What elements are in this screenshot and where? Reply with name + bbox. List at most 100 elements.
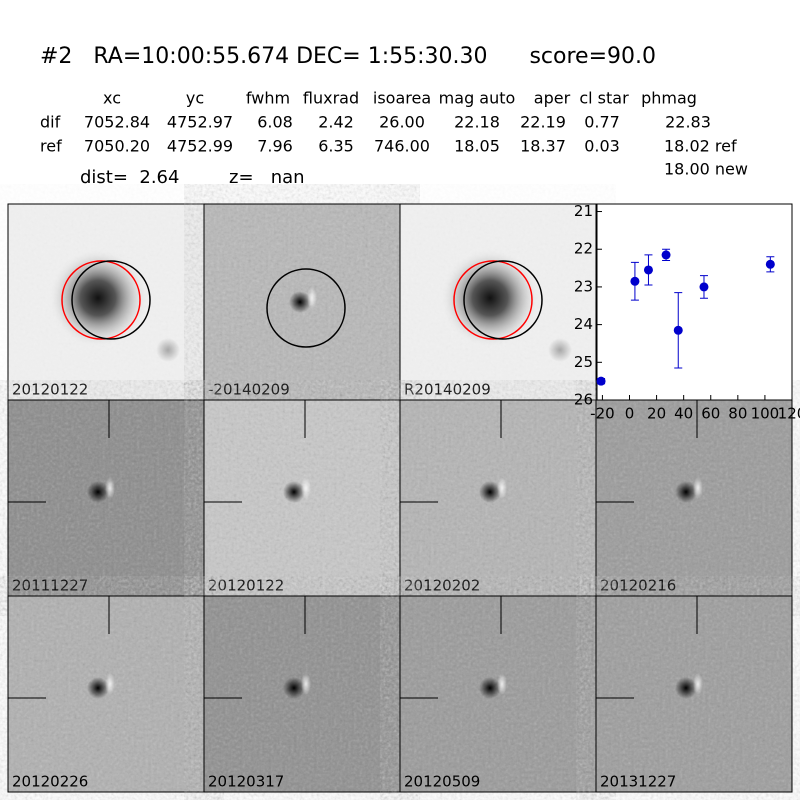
cell: 6.35: [318, 137, 354, 156]
image-panel: -20140209: [203, 203, 401, 401]
image-panel: 20111227: [7, 399, 205, 597]
x-tick-label: 0: [625, 405, 635, 423]
x-tick-label: 20: [647, 405, 666, 423]
panel-label: 20131227: [600, 773, 676, 791]
x-tick-label: 60: [701, 405, 720, 423]
source: [675, 677, 697, 699]
panel-label: 20120122: [208, 577, 284, 595]
point: [673, 325, 683, 335]
faint-source: [156, 338, 180, 362]
ref-circle: [453, 260, 533, 340]
cell: 22.83: [665, 113, 711, 132]
column-header: xc: [103, 89, 121, 108]
x-tick-label: -20: [590, 405, 615, 423]
x-tick-label: 80: [728, 405, 747, 423]
column-header: isoarea: [373, 89, 431, 108]
residual: [301, 673, 311, 695]
point: [630, 276, 640, 286]
residual: [105, 673, 115, 695]
residual: [693, 673, 703, 695]
image-panel: 20131227: [595, 595, 793, 793]
table-extra: 18.00 new: [664, 160, 748, 179]
column-header: fwhm: [246, 89, 290, 108]
panel-label: 20120317: [208, 773, 284, 791]
x-tick-label: 40: [674, 405, 693, 423]
cell: 0.77: [584, 113, 620, 132]
source: [289, 291, 311, 313]
panels: 20120122 -20140209 R20140209 20111227 201201…: [7, 203, 793, 793]
panel-label: 20120509: [404, 773, 480, 791]
source: [283, 481, 305, 503]
column-header: phmag: [641, 89, 697, 108]
panel-label: -20140209: [208, 381, 290, 399]
cell: 7052.84: [84, 113, 150, 132]
y-tick-label: 25: [574, 353, 593, 371]
cell: 26.00: [379, 113, 425, 132]
panel-label: R20140209: [404, 381, 491, 399]
cell: 18.02 ref: [664, 137, 737, 156]
cell: 22.19: [520, 113, 566, 132]
point: [661, 250, 671, 260]
image-panel: 20120317: [203, 595, 401, 793]
image-panel: 20120509: [399, 595, 597, 793]
image-panel: 20120202: [399, 399, 597, 597]
point: [643, 265, 653, 275]
y-tick-label: 22: [574, 240, 593, 258]
image-panel: 20120122: [7, 203, 205, 401]
cell: 4752.99: [167, 137, 233, 156]
light-curve: 21 22 23 24 25 26-20 0 20 40 60 80100120: [574, 202, 800, 422]
residual: [307, 287, 317, 309]
image-panel: 20120226: [7, 595, 205, 793]
residual: [497, 477, 507, 499]
title: #2 RA=10:00:55.674 DEC= 1:55:30.30 score…: [40, 44, 656, 69]
source: [479, 677, 501, 699]
z: z= nan: [229, 167, 305, 188]
dist: dist= 2.64: [80, 167, 179, 188]
x-tick-label: 100: [751, 405, 780, 423]
residual: [105, 477, 115, 499]
residual: [301, 477, 311, 499]
panel-label: 20120122: [12, 381, 88, 399]
column-header: mag auto: [439, 89, 516, 108]
cell: 22.18: [454, 113, 500, 132]
point: [596, 376, 606, 386]
y-tick-label: 21: [574, 202, 593, 220]
y-tick-label: 24: [574, 315, 593, 333]
source: [479, 481, 501, 503]
column-header: aper: [534, 89, 571, 108]
dif-circle: [71, 260, 151, 340]
panel-label: 20120226: [12, 773, 88, 791]
row-label: ref: [40, 137, 62, 156]
residual: [693, 477, 703, 499]
cell: 7.96: [257, 137, 293, 156]
cell: 2.42: [318, 113, 354, 132]
panel-label: 20120202: [404, 577, 480, 595]
dif-circle: [463, 260, 543, 340]
point: [765, 259, 775, 269]
column-header: fluxrad: [303, 89, 359, 108]
source: [675, 481, 697, 503]
cell: 6.08: [257, 113, 293, 132]
dif-circle: [266, 268, 346, 348]
cell: 4752.97: [167, 113, 233, 132]
cell: 7050.20: [84, 137, 150, 156]
y-tick-label: 23: [574, 277, 593, 295]
panel-label: 20111227: [12, 577, 88, 595]
table: xc yc fwhm fluxrad isoarea mag auto aper cl sta…: [40, 89, 737, 156]
x-tick-label: 120: [778, 405, 800, 423]
column-header: yc: [186, 89, 204, 108]
residual: [497, 673, 507, 695]
cell: 0.03: [584, 137, 620, 156]
source: [87, 481, 109, 503]
ref-circle: [61, 260, 141, 340]
y-tick-label: 26: [574, 391, 593, 409]
row-label: dif: [40, 113, 61, 132]
panel-label: 20120216: [600, 577, 676, 595]
panel-border: [595, 595, 793, 793]
source: [87, 677, 109, 699]
cell: 746.00: [374, 137, 430, 156]
image-panel: 20120216: [595, 399, 793, 597]
plot-bg: [596, 203, 793, 401]
